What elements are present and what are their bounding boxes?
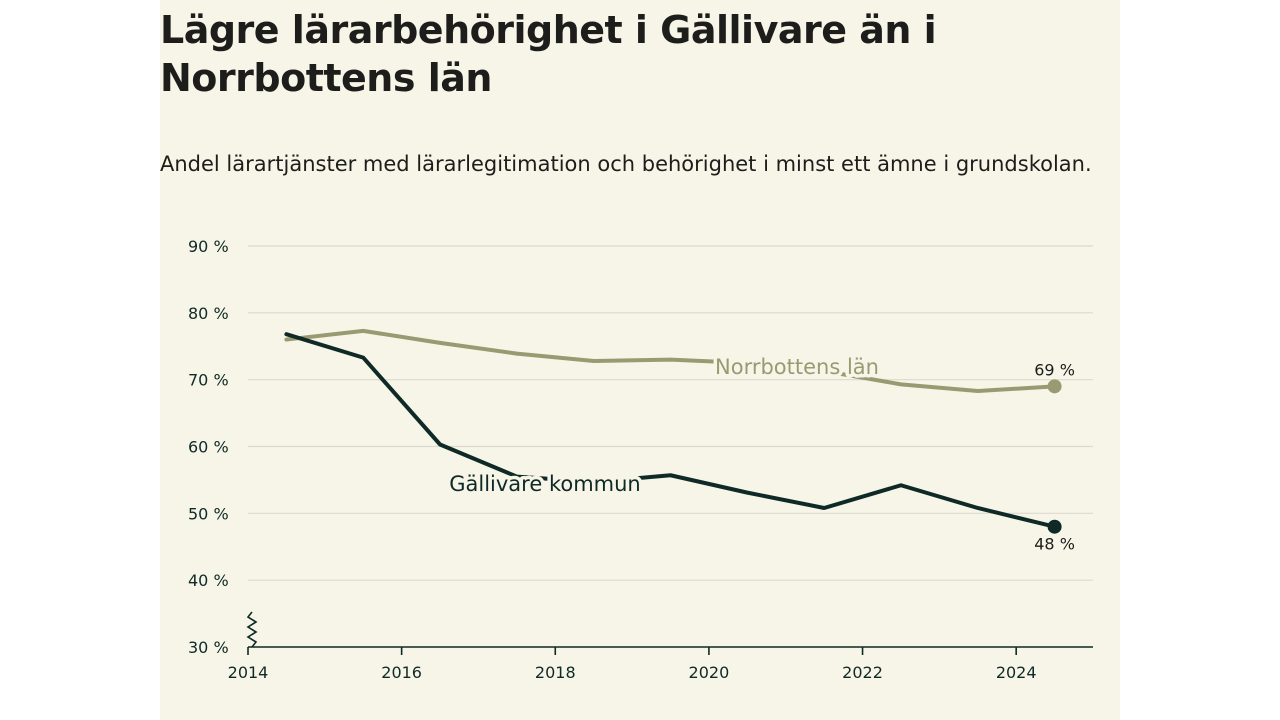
x-tick-label: 2016: [381, 663, 422, 682]
series-labels: 69 % 48 % Norrbottens län Gällivare kommun: [446, 352, 1075, 554]
y-axis-ticks: 30 % 40 % 50 % 60 % 70 % 80 % 90 %: [188, 237, 258, 657]
y-tick-label: 60 %: [188, 438, 229, 457]
y-tick-label: 70 %: [188, 371, 229, 390]
x-tick-label: 2014: [228, 663, 269, 682]
end-value-label: 69 %: [1034, 360, 1075, 379]
series-name-label: Gällivare kommun: [449, 472, 641, 496]
chart-subtitle: Andel lärartjänster med lärarlegitimatio…: [160, 152, 1092, 176]
y-tick-label: 50 %: [188, 504, 229, 523]
end-value-label: 48 %: [1034, 535, 1075, 554]
x-tick-label: 2022: [842, 663, 883, 682]
series-lines: [284, 328, 1062, 534]
y-tick-label: 40 %: [188, 571, 229, 590]
series-name-label: Norrbottens län: [715, 355, 879, 379]
x-tick-label: 2020: [689, 663, 730, 682]
y-tick-label: 30 %: [188, 638, 229, 657]
y-tick-label: 90 %: [188, 237, 229, 256]
end-point-0: [1047, 379, 1062, 394]
x-tick-label: 2018: [535, 663, 576, 682]
series-line-1: [284, 332, 1057, 529]
x-axis: 2014 2016 2018 2020 2022 2024: [228, 646, 1093, 682]
gridlines: [248, 245, 1093, 581]
chart-title: Lägre lärarbehörighet i Gällivare än i N…: [160, 8, 937, 100]
x-tick-label: 2024: [996, 663, 1037, 682]
series-line-0: [284, 328, 1057, 394]
end-point-1: [1047, 519, 1062, 534]
axis-break-icon: [246, 611, 258, 648]
y-tick-label: 80 %: [188, 304, 229, 323]
